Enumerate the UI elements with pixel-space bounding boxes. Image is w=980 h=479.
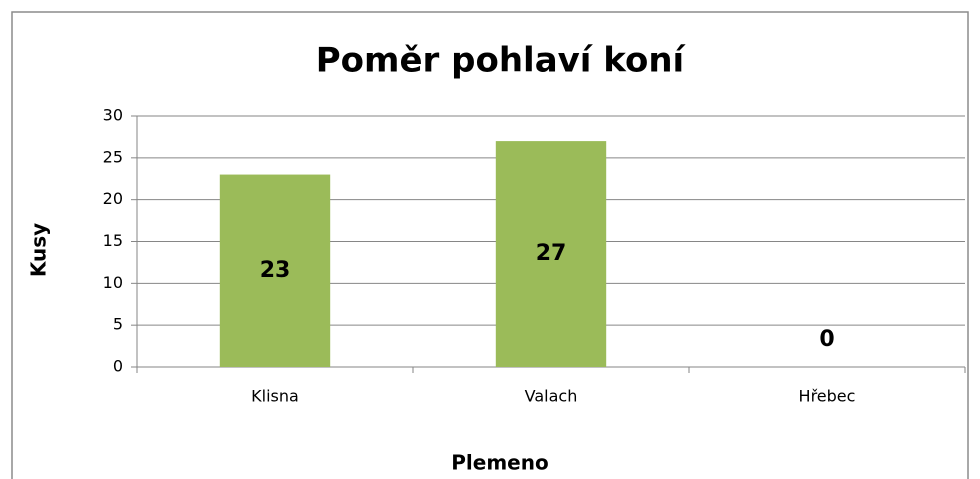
chart-border — [11, 11, 969, 479]
y-tick-label: 10 — [103, 273, 123, 292]
y-tick-label: 5 — [113, 315, 123, 334]
y-axis-title: Kusy — [27, 223, 51, 277]
y-tick-label: 15 — [103, 231, 123, 250]
bar — [219, 174, 331, 367]
data-label: 27 — [536, 241, 567, 266]
y-tick-label: 25 — [103, 147, 123, 166]
y-tick-label: 0 — [113, 357, 123, 376]
y-tick-label: 30 — [103, 106, 123, 125]
data-label: 23 — [260, 258, 291, 283]
x-tick-label: Valach — [525, 387, 578, 406]
bar — [495, 141, 607, 367]
y-tick-label: 20 — [103, 189, 123, 208]
x-axis-title: Plemeno — [451, 451, 548, 475]
x-tick-label: Klisna — [251, 387, 299, 406]
data-label: 0 — [819, 327, 834, 352]
chart-title: Poměr pohlaví koní — [316, 41, 687, 81]
x-tick-label: Hřebec — [799, 387, 856, 406]
